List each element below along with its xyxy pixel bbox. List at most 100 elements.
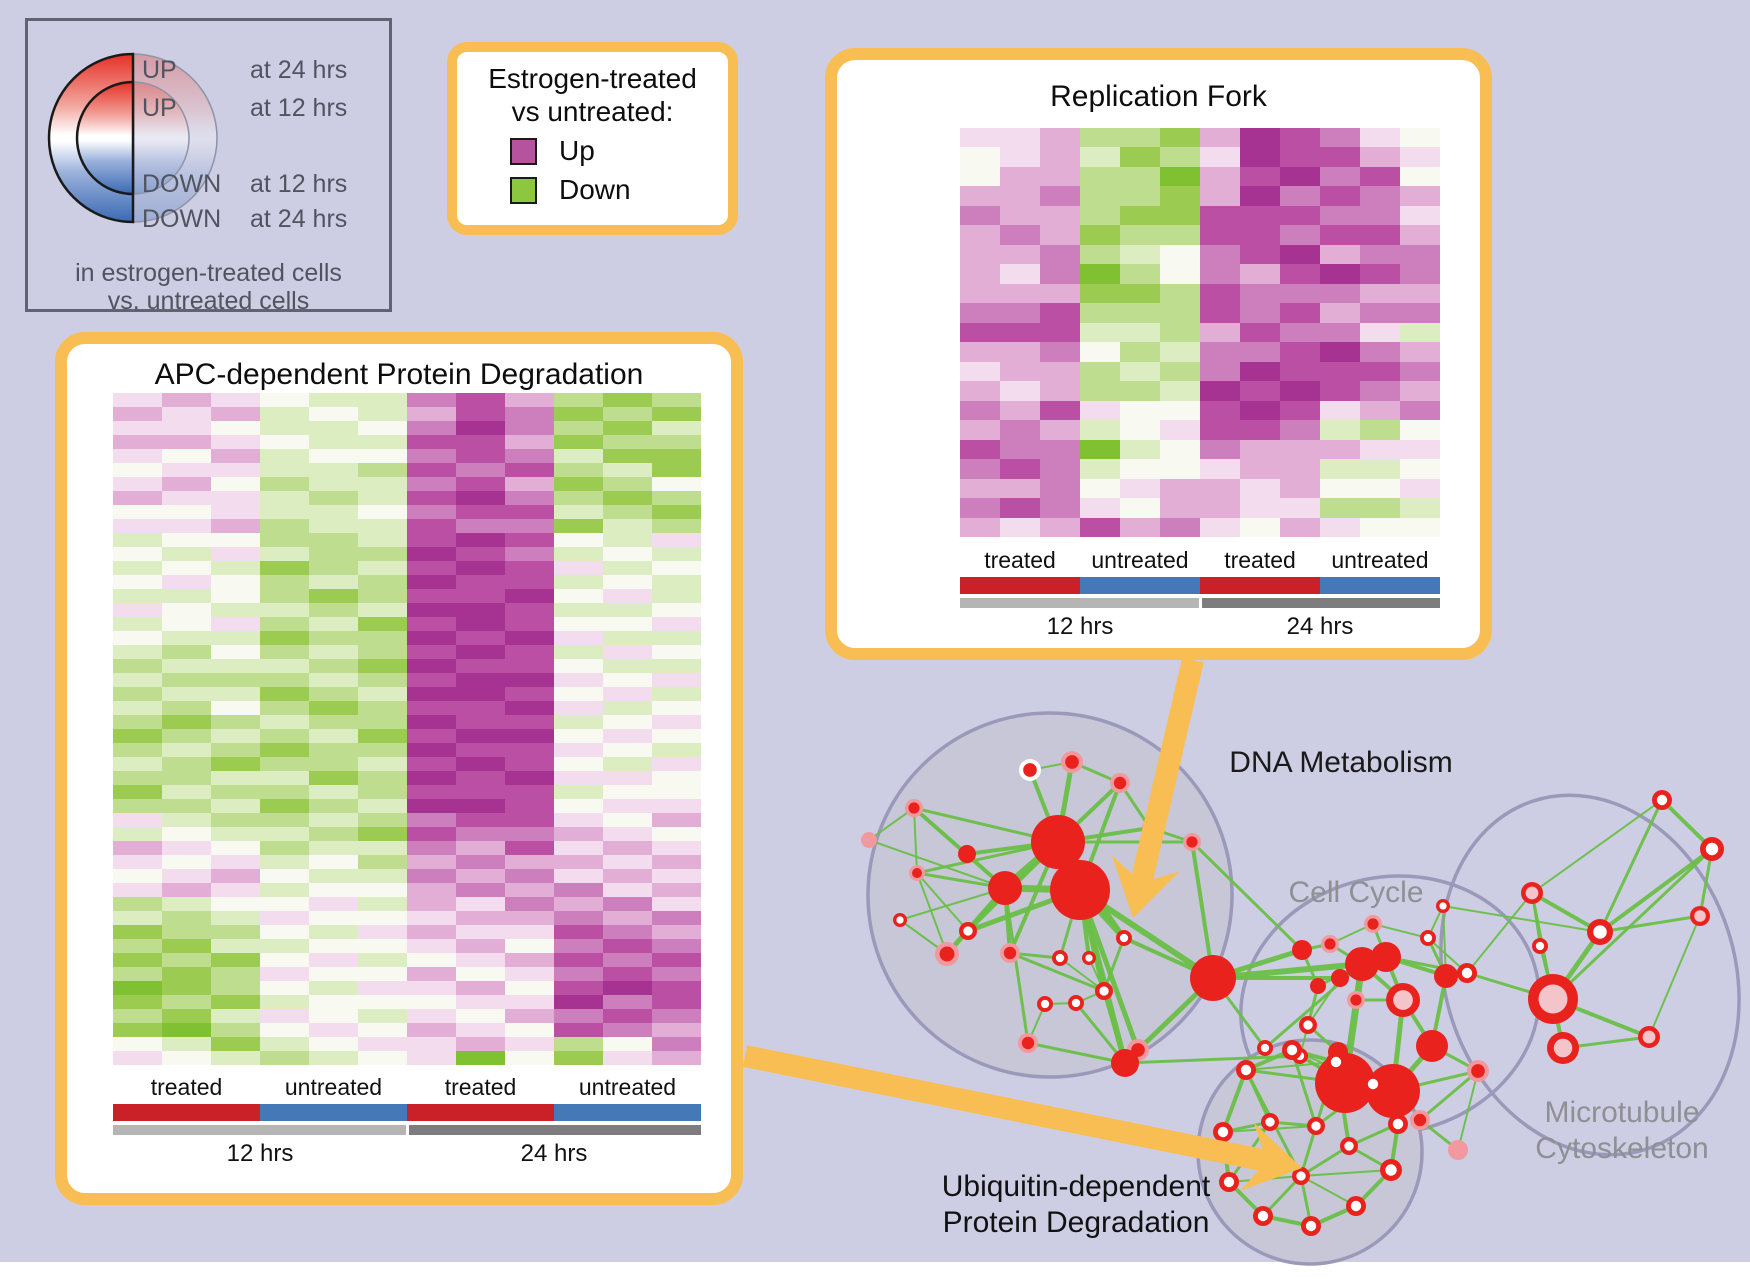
heatmap-cell bbox=[309, 813, 358, 827]
updown-legend-title: vs untreated: bbox=[511, 96, 674, 127]
heatmap-cell bbox=[1200, 322, 1240, 343]
heatmap-cell bbox=[603, 687, 652, 701]
heatmap-cell bbox=[1080, 283, 1120, 304]
heatmap-cell bbox=[554, 645, 603, 659]
heatmap-cell bbox=[358, 883, 407, 897]
updown-legend-title: Estrogen-treated bbox=[488, 63, 697, 94]
heatmap-cell bbox=[1000, 166, 1040, 187]
heatmap-cell bbox=[211, 757, 260, 771]
network-node bbox=[1457, 963, 1477, 983]
heatmap-cell bbox=[1000, 322, 1040, 343]
network-node bbox=[1000, 943, 1020, 963]
heatmap-cell bbox=[1080, 420, 1120, 440]
node-circle bbox=[1350, 994, 1362, 1006]
heatmap-cell bbox=[1120, 381, 1160, 401]
network-node bbox=[1652, 790, 1672, 810]
ring-legend-caption: vs. untreated cells bbox=[107, 287, 310, 315]
heatmap-cell bbox=[603, 799, 652, 813]
heatmap-cell bbox=[505, 729, 554, 743]
heatmap-cell bbox=[652, 393, 701, 407]
heatmap-cell bbox=[960, 400, 1000, 421]
heatmap-cell bbox=[260, 449, 309, 463]
heatmap-cell bbox=[407, 757, 456, 771]
heatmap-cell bbox=[113, 407, 162, 421]
heatmap-cell bbox=[1080, 361, 1120, 382]
network-edge bbox=[868, 807, 915, 841]
heatmap-cell bbox=[456, 981, 505, 995]
node-circle bbox=[1099, 986, 1109, 996]
heatmap-cell bbox=[456, 603, 505, 617]
heatmap-cell bbox=[358, 435, 407, 449]
ring-legend-caption: in estrogen-treated cells bbox=[75, 259, 342, 287]
heatmap-cell bbox=[358, 911, 407, 925]
heatmap-cell bbox=[1400, 186, 1440, 206]
heatmap-cell bbox=[1360, 244, 1400, 265]
heatmap-cell bbox=[113, 659, 162, 673]
heatmap-cell bbox=[309, 589, 358, 603]
node-circle bbox=[1040, 999, 1050, 1009]
network-edge bbox=[1648, 915, 1701, 1038]
heatmap-cell bbox=[960, 322, 1000, 343]
heatmap-cell bbox=[603, 855, 652, 869]
heatmap-cell bbox=[309, 883, 358, 897]
heatmap-cell bbox=[309, 1051, 358, 1065]
heatmap-cell bbox=[407, 729, 456, 743]
heatmap-cell bbox=[407, 393, 456, 407]
cluster-label: Microtubule Cytoskeleton bbox=[1535, 1096, 1708, 1165]
heatmap-cell bbox=[1320, 303, 1360, 323]
heatmap-cell bbox=[505, 701, 554, 715]
heatmap-cell bbox=[603, 631, 652, 645]
heatmap-cell bbox=[456, 435, 505, 449]
heatmap-cell bbox=[505, 785, 554, 799]
heatmap-cell bbox=[1360, 400, 1400, 421]
heatmap-cell bbox=[1120, 244, 1160, 265]
heatmap-cell bbox=[162, 477, 211, 491]
heatmap-cell bbox=[960, 342, 1000, 362]
heatmap-cell bbox=[1200, 205, 1240, 226]
heatmap-cell bbox=[960, 498, 1000, 518]
heatmap-cell bbox=[1360, 459, 1400, 479]
network-edge bbox=[1531, 891, 1601, 934]
apc-heatmap bbox=[113, 393, 701, 1065]
heatmap-cell bbox=[1240, 166, 1280, 187]
heatmap-cell bbox=[505, 463, 554, 477]
heatmap-cell bbox=[1080, 205, 1120, 226]
heatmap-cell bbox=[505, 631, 554, 645]
heatmap-cell bbox=[554, 967, 603, 981]
heatmap-cell bbox=[1200, 439, 1240, 460]
heatmap-cell bbox=[652, 435, 701, 449]
heatmap-cell bbox=[162, 1037, 211, 1051]
heatmap-cell bbox=[505, 659, 554, 673]
heatmap-cell bbox=[309, 939, 358, 953]
heatmap-cell bbox=[113, 449, 162, 463]
heatmap-cell bbox=[1160, 244, 1200, 265]
heatmap-cell bbox=[1360, 439, 1400, 460]
network-node bbox=[1587, 919, 1613, 945]
heatmap-cell bbox=[603, 575, 652, 589]
heatmap-cell bbox=[211, 729, 260, 743]
heatmap-cell bbox=[603, 407, 652, 421]
heatmap-cell bbox=[407, 841, 456, 855]
heatmap-cell bbox=[309, 533, 358, 547]
heatmap-cell bbox=[603, 421, 652, 435]
heatmap-cell bbox=[456, 855, 505, 869]
heatmap-cell bbox=[456, 1037, 505, 1051]
heatmap-cell bbox=[113, 435, 162, 449]
heatmap-cell bbox=[1040, 459, 1080, 479]
network-node bbox=[1307, 1117, 1325, 1135]
heatmap-cell bbox=[456, 407, 505, 421]
heatmap-cell bbox=[1160, 147, 1200, 167]
heatmap-cell bbox=[652, 463, 701, 477]
heatmap-cell bbox=[211, 967, 260, 981]
heatmap-cell bbox=[652, 925, 701, 939]
heatmap-cell bbox=[113, 589, 162, 603]
heatmap-cell bbox=[603, 897, 652, 911]
network-node bbox=[958, 845, 976, 863]
heatmap-cell bbox=[358, 589, 407, 603]
network-edge bbox=[1531, 799, 1663, 894]
heatmap-cell bbox=[113, 981, 162, 995]
heatmap-cell bbox=[1080, 498, 1120, 518]
network-node bbox=[1326, 1052, 1346, 1072]
network-node bbox=[1082, 951, 1096, 965]
time-color-bar bbox=[1201, 598, 1440, 608]
